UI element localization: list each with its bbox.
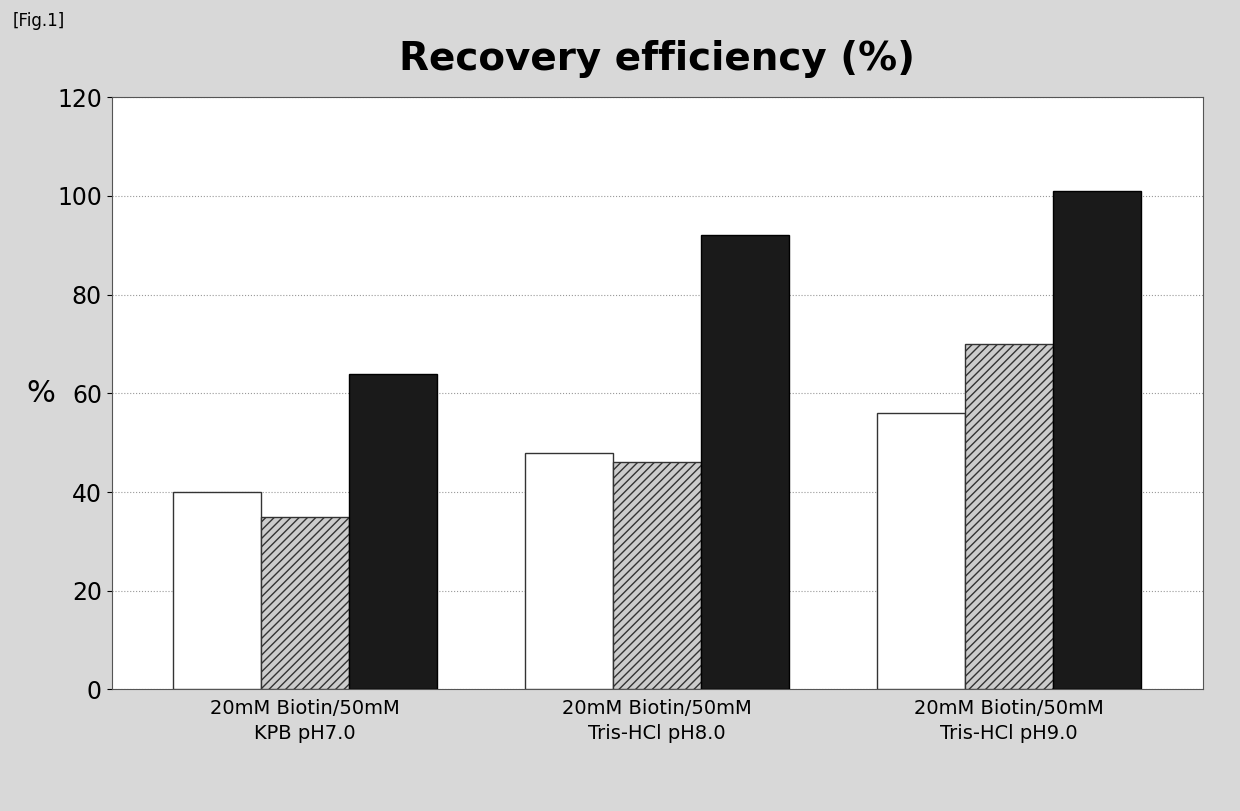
Text: [Fig.1]: [Fig.1]	[12, 12, 64, 30]
Bar	[174, 492, 262, 689]
Bar	[1053, 191, 1141, 689]
Bar	[877, 413, 965, 689]
Bar	[614, 462, 701, 689]
Bar	[262, 517, 350, 689]
Y-axis label: %: %	[26, 379, 55, 408]
Bar	[350, 374, 438, 689]
Bar	[701, 235, 789, 689]
Bar	[526, 453, 614, 689]
Title: Recovery efficiency (%): Recovery efficiency (%)	[399, 40, 915, 78]
Bar	[965, 344, 1053, 689]
